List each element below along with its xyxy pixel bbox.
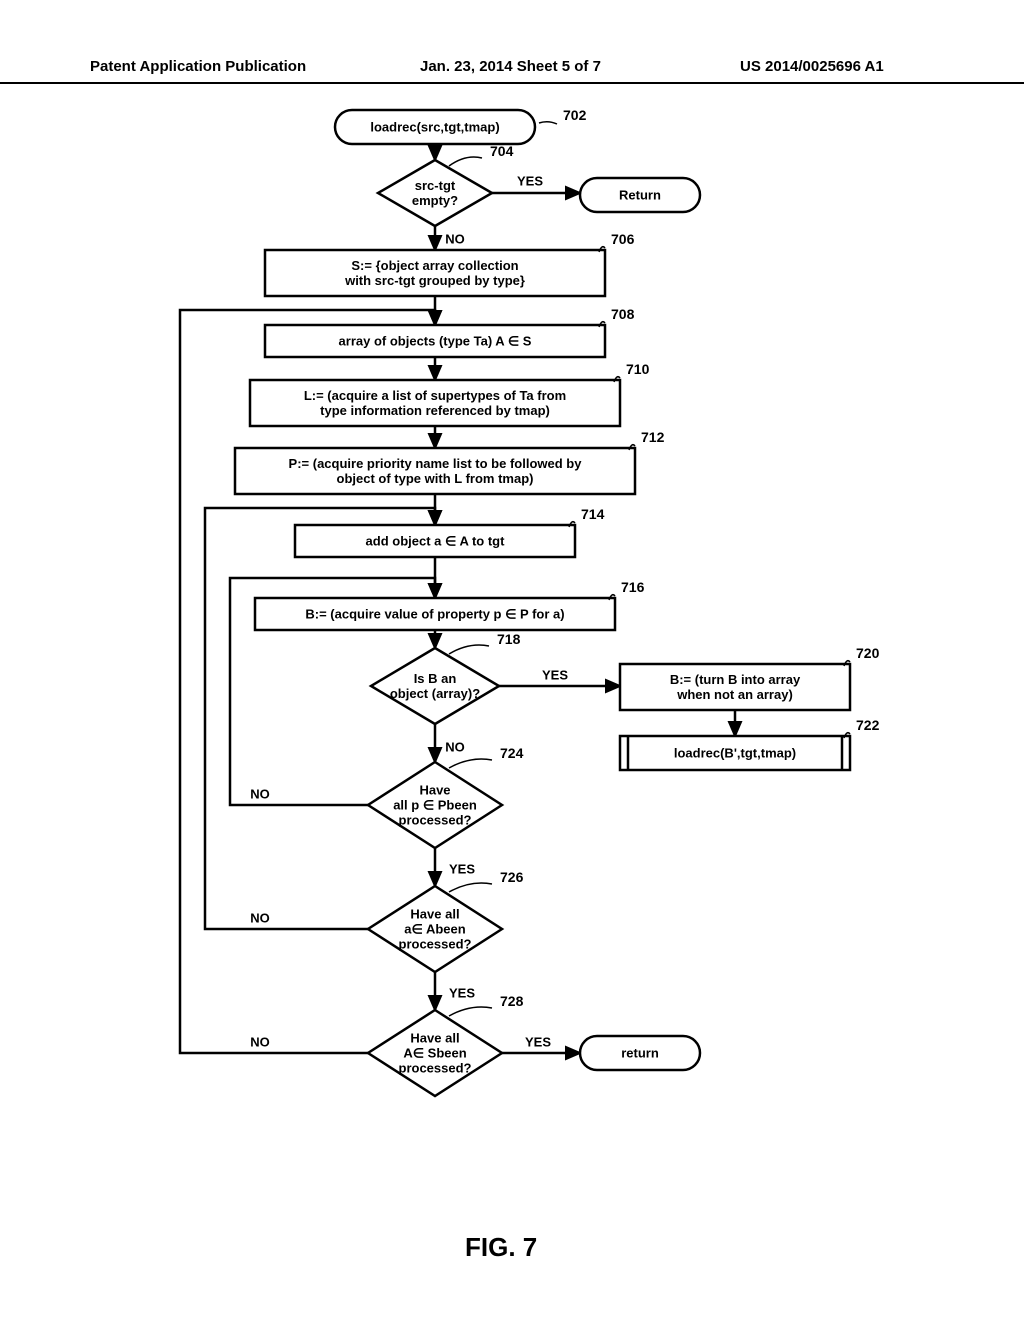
reference-number: 722: [856, 717, 880, 733]
flow-node-text: all p ∈ Pbeen: [393, 797, 477, 812]
edge-label: YES: [542, 667, 568, 682]
flowchart: YES NO YES NO YES YES YES NO NO NO loadrec(src,tgt…: [100, 100, 920, 1220]
flow-node-text: array of objects (type Ta) A ∈ S: [339, 333, 532, 348]
edge-label: NO: [250, 786, 270, 801]
flow-node-text: Have all: [410, 906, 459, 921]
reference-number: 718: [497, 631, 521, 647]
flow-node-text: Is B an: [414, 671, 457, 686]
reference-number: 714: [581, 506, 605, 522]
edge-label: YES: [449, 985, 475, 1000]
flow-node-text: processed?: [399, 936, 472, 951]
reference-number: 704: [490, 143, 514, 159]
flow-node-text: Have all: [410, 1030, 459, 1045]
flow-node-text: Return: [619, 187, 661, 202]
flow-node-text: loadrec(src,tgt,tmap): [370, 119, 499, 134]
flow-node-text: Have: [419, 782, 450, 797]
flow-node-text: B:= (turn B into array: [670, 672, 801, 687]
reference-number: 720: [856, 645, 880, 661]
reference-number: 706: [611, 231, 635, 247]
flow-node-text: src-tgt: [415, 178, 456, 193]
flow-node-text: processed?: [399, 812, 472, 827]
flow-node-text: when not an array): [676, 687, 793, 702]
flow-node-text: loadrec(B',tgt,tmap): [674, 745, 796, 760]
reference-number: 716: [621, 579, 645, 595]
page: Patent Application Publication Jan. 23, …: [0, 0, 1024, 1320]
flow-node-text: object of type with L from tmap): [337, 471, 534, 486]
flow-node-text: A∈ Sbeen: [403, 1045, 466, 1060]
header-right: US 2014/0025696 A1: [740, 58, 884, 75]
flow-node-text: L:= (acquire a list of supertypes of Ta …: [304, 388, 566, 403]
reference-number: 710: [626, 361, 650, 377]
edge-label: NO: [445, 231, 465, 246]
reference-number: 728: [500, 993, 524, 1009]
header-center: Jan. 23, 2014 Sheet 5 of 7: [420, 58, 601, 75]
flow-node-text: object (array)?: [390, 686, 480, 701]
edge-label: NO: [445, 739, 465, 754]
flow-node-text: B:= (acquire value of property p ∈ P for…: [305, 606, 564, 621]
edge-label: YES: [517, 173, 543, 188]
reference-number: 708: [611, 306, 635, 322]
flow-node-text: P:= (acquire priority name list to be fo…: [289, 456, 583, 471]
figure-caption: FIG. 7: [465, 1232, 537, 1263]
edge-label: NO: [250, 1034, 270, 1049]
flow-node-text: type information referenced by tmap): [320, 403, 550, 418]
edge-label: NO: [250, 910, 270, 925]
header-left: Patent Application Publication: [90, 58, 306, 75]
flow-node-text: processed?: [399, 1060, 472, 1075]
flow-node-text: add object a ∈ A to tgt: [366, 533, 506, 548]
edge-label: YES: [525, 1034, 551, 1049]
edge-label: YES: [449, 861, 475, 876]
reference-number: 724: [500, 745, 524, 761]
flow-node-text: S:= {object array collection: [351, 258, 518, 273]
reference-number: 712: [641, 429, 665, 445]
flow-node-text: return: [621, 1045, 659, 1060]
reference-number: 702: [563, 107, 587, 123]
flow-edge: [205, 508, 435, 929]
flow-node-text: with src-tgt grouped by type}: [344, 273, 525, 288]
flow-node-text: empty?: [412, 193, 458, 208]
reference-number: 726: [500, 869, 524, 885]
flow-node-text: a∈ Abeen: [404, 921, 465, 936]
header-rule: [0, 82, 1024, 84]
